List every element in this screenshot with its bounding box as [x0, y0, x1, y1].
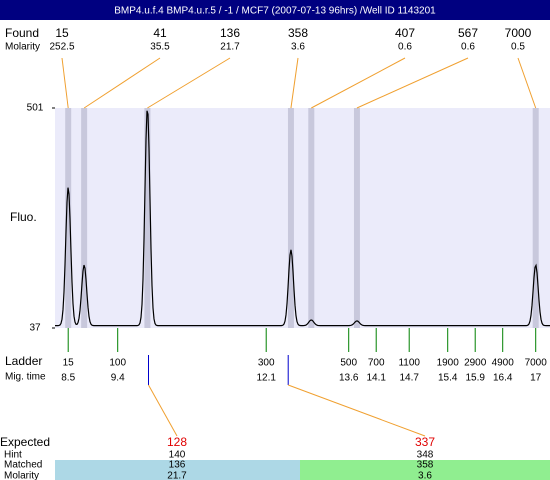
- ladder-size: 700: [368, 358, 385, 369]
- ladder-label: Ladder: [5, 354, 42, 368]
- found-connector: [290, 57, 299, 109]
- y-axis-label: Fluo.: [10, 210, 37, 224]
- expected-size: 128: [167, 435, 187, 449]
- found-band: [532, 108, 539, 328]
- ladder-time: 14.7: [399, 373, 419, 384]
- hint-size: 140: [169, 450, 186, 461]
- found-size: 407: [395, 26, 415, 40]
- found-molarity: 35.5: [150, 42, 170, 53]
- ladder-size: 1100: [398, 358, 420, 369]
- expected-connector: [148, 384, 178, 437]
- found-band: [308, 108, 315, 328]
- expected-connector: [288, 384, 426, 437]
- found-connector: [517, 57, 537, 109]
- found-molarity: 3.6: [291, 42, 305, 53]
- ladder-time: 14.1: [366, 373, 386, 384]
- expected-label: Expected: [0, 435, 50, 449]
- found-molarity: 0.6: [461, 42, 475, 53]
- found-band: [353, 108, 360, 328]
- found-molarity: 252.5: [49, 42, 74, 53]
- expected-size: 337: [415, 435, 435, 449]
- y-tick-label: 501: [27, 103, 44, 114]
- molarity-label: Molarity: [5, 42, 40, 53]
- found-size: 567: [458, 26, 478, 40]
- molarity-label: Molarity: [4, 471, 39, 480]
- ladder-size: 100: [109, 358, 126, 369]
- found-band: [81, 108, 88, 328]
- ladder-size: 15: [63, 358, 75, 369]
- ladder-time: 17: [530, 373, 542, 384]
- found-size: 15: [55, 26, 69, 40]
- found-connector: [311, 57, 406, 109]
- matched-size: 136: [169, 460, 186, 471]
- found-band: [144, 108, 151, 328]
- found-label: Found: [5, 26, 39, 40]
- found-molarity: 0.5: [511, 42, 525, 53]
- found-connector: [356, 57, 469, 109]
- ladder-size: 7000: [525, 358, 548, 369]
- ladder-size: 1900: [437, 358, 460, 369]
- ladder-size: 500: [340, 358, 357, 369]
- title-bar: [0, 0, 550, 20]
- hint-size: 348: [417, 450, 434, 461]
- matched-size: 358: [417, 460, 434, 471]
- matched-cell: [55, 460, 300, 480]
- trace: [54, 110, 550, 327]
- found-molarity: 21.7: [220, 42, 240, 53]
- y-tick-label: 37: [29, 323, 41, 334]
- ladder-time: 16.4: [493, 373, 513, 384]
- ladder-time: 13.6: [339, 373, 359, 384]
- ladder-time: 12.1: [256, 373, 276, 384]
- matched-label: Matched: [4, 460, 42, 471]
- found-size: 358: [288, 26, 308, 40]
- hint-label: Hint: [4, 450, 22, 461]
- found-size: 41: [153, 26, 167, 40]
- plot-area: [55, 108, 550, 328]
- found-connector: [61, 57, 69, 109]
- found-size: 7000: [505, 26, 532, 40]
- ladder-time: 15.4: [438, 373, 458, 384]
- mig-time-label: Mig. time: [5, 372, 46, 383]
- found-connector: [83, 57, 161, 109]
- title: BMP4.u.f.4 BMP4.u.r.5 / -1 / MCF7 (2007-…: [114, 6, 436, 17]
- ladder-size: 4900: [492, 358, 515, 369]
- found-band: [65, 108, 72, 328]
- ladder-time: 15.9: [465, 373, 485, 384]
- found-size: 136: [220, 26, 240, 40]
- ladder-time: 8.5: [61, 373, 75, 384]
- matched-molarity: 21.7: [167, 471, 187, 480]
- ladder-time: 9.4: [111, 373, 125, 384]
- found-molarity: 0.6: [398, 42, 412, 53]
- matched-molarity: 3.6: [418, 471, 432, 480]
- found-connector: [147, 57, 231, 109]
- found-band: [287, 108, 294, 328]
- ladder-size: 2900: [464, 358, 487, 369]
- ladder-size: 300: [258, 358, 275, 369]
- matched-cell: [300, 460, 550, 480]
